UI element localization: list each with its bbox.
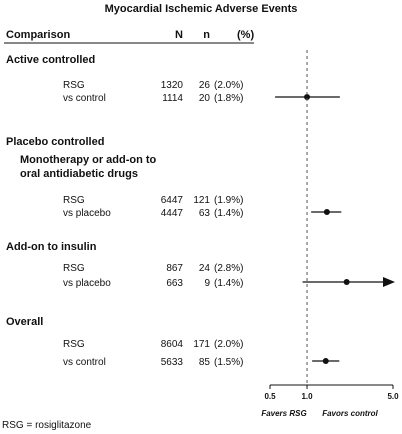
row-label: RSG: [63, 195, 85, 206]
chart-title: Myocardial Ischemic Adverse Events: [105, 3, 298, 15]
point-estimate: [323, 209, 330, 215]
x-tick-label: 1.0: [301, 392, 313, 401]
row-pct: (1.8%): [214, 93, 243, 104]
row-pct: (1.4%): [214, 208, 243, 219]
footnote: RSG = rosiglitazone: [2, 420, 92, 431]
row-label: vs control: [63, 357, 106, 368]
row-n-events: 20: [199, 93, 211, 104]
row-n-total: 8604: [161, 339, 184, 350]
ci-arrow: [383, 277, 395, 287]
row-n-events: 26: [199, 80, 211, 91]
group-header: Add-on to insulin: [6, 241, 97, 253]
group-header: Placebo controlled: [6, 136, 104, 148]
favors-control-label: Favors control: [322, 409, 378, 418]
row-label: RSG: [63, 80, 85, 91]
row-n-events: 24: [199, 263, 211, 274]
column-header-n-events: n: [203, 29, 210, 41]
row-label: vs placebo: [63, 278, 111, 289]
x-tick-label: 5.0: [387, 392, 399, 401]
row-label: vs control: [63, 93, 106, 104]
point-estimate: [304, 94, 311, 100]
x-tick-label: 0.5: [264, 392, 276, 401]
row-n-events: 85: [199, 357, 211, 368]
row-n-total: 5633: [161, 357, 184, 368]
row-pct: (1.5%): [214, 357, 243, 368]
row-pct: (1.9%): [214, 195, 243, 206]
row-n-total: 4447: [161, 208, 184, 219]
group-header: oral antidiabetic drugs: [20, 168, 138, 180]
row-n-total: 663: [166, 278, 183, 289]
row-n-events: 9: [204, 278, 210, 289]
estimate-marks: [275, 94, 395, 364]
row-n-events: 121: [193, 195, 210, 206]
row-pct: (1.4%): [214, 278, 243, 289]
row-n-total: 1320: [161, 80, 184, 91]
favors-rsg-label: Favers RSG: [261, 409, 306, 418]
group-header: Overall: [6, 316, 43, 328]
row-n-events: 63: [199, 208, 211, 219]
point-estimate: [322, 358, 329, 364]
row-n-total: 6447: [161, 195, 184, 206]
row-n-total: 867: [166, 263, 183, 274]
column-header-comparison: Comparison: [6, 29, 70, 41]
row-label: RSG: [63, 263, 85, 274]
group-header: Active controlled: [6, 54, 95, 66]
column-header-pct: (%): [237, 29, 254, 41]
point-estimate: [343, 279, 350, 285]
row-pct: (2.0%): [214, 339, 243, 350]
row-pct: (2.0%): [214, 80, 243, 91]
x-axis-ticks: 0.5 1.0 5.0: [264, 385, 399, 401]
row-n-events: 171: [193, 339, 210, 350]
row-n-total: 1114: [162, 93, 183, 104]
group-header: Monotherapy or add-on to: [20, 154, 157, 166]
row-label: RSG: [63, 339, 85, 350]
row-label: vs placebo: [63, 208, 111, 219]
column-header-n-total: N: [175, 29, 183, 41]
row-pct: (2.8%): [214, 263, 243, 274]
